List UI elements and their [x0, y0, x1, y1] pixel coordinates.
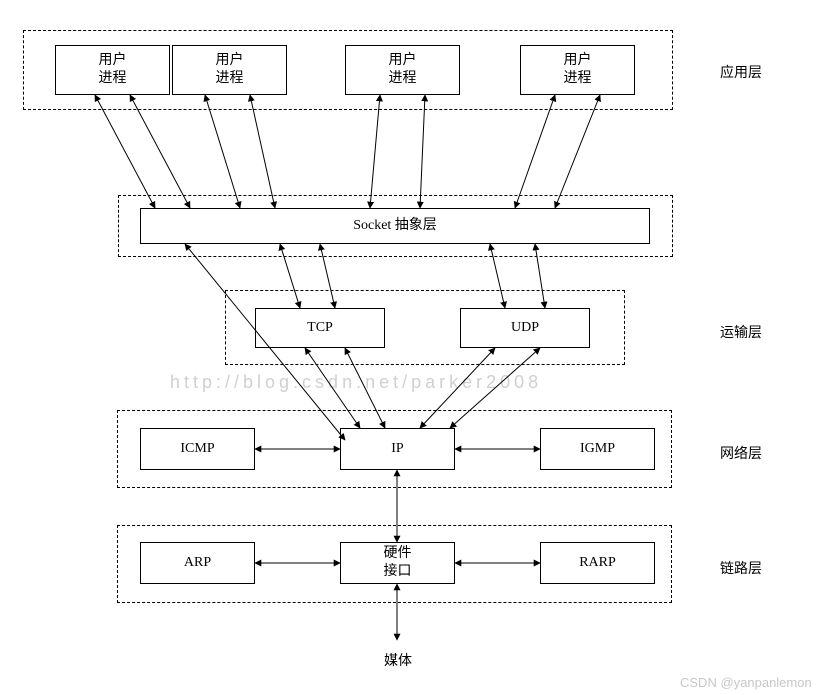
label-transport-layer: 运输层: [720, 322, 762, 342]
diagram-canvas: http://blog.csdn.net/parker2008 应用层 运输层 …: [0, 0, 833, 695]
node-user-process-1: 用户 进程: [55, 45, 170, 95]
label-link-layer: 链路层: [720, 558, 762, 578]
credit-text: CSDN @yanpanlemon: [680, 675, 812, 690]
node-user-process-4: 用户 进程: [520, 45, 635, 95]
node-tcp: TCP: [255, 308, 385, 348]
node-arp: ARP: [140, 542, 255, 584]
label-media: 媒体: [384, 650, 412, 670]
node-igmp: IGMP: [540, 428, 655, 470]
label-network-layer: 网络层: [720, 443, 762, 463]
node-hw-interface: 硬件 接口: [340, 542, 455, 584]
node-icmp: ICMP: [140, 428, 255, 470]
node-user-process-2: 用户 进程: [172, 45, 287, 95]
node-rarp: RARP: [540, 542, 655, 584]
node-udp: UDP: [460, 308, 590, 348]
label-app-layer: 应用层: [720, 62, 762, 82]
node-user-process-3: 用户 进程: [345, 45, 460, 95]
node-ip: IP: [340, 428, 455, 470]
node-socket: Socket 抽象层: [140, 208, 650, 244]
watermark-text: http://blog.csdn.net/parker2008: [170, 372, 542, 393]
